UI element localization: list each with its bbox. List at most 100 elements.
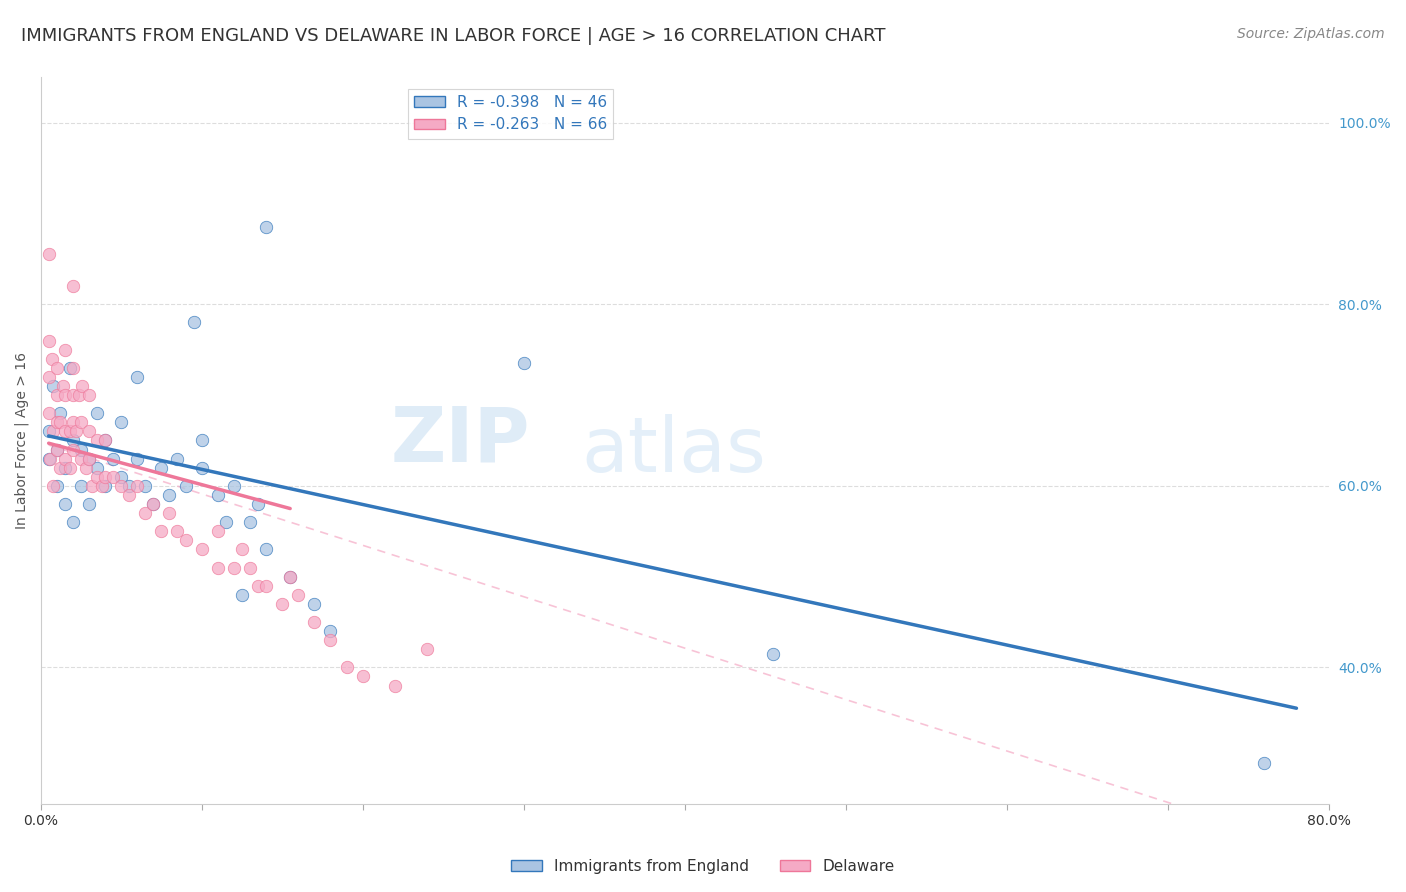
Point	[39, 451, 62, 466]
Point	[72, 379, 94, 393]
Point	[254, 220, 277, 235]
Point	[278, 569, 301, 583]
Point	[53, 343, 76, 357]
Point	[70, 451, 93, 466]
Y-axis label: In Labor Force | Age > 16: In Labor Force | Age > 16	[15, 352, 30, 529]
Point	[45, 442, 67, 457]
Point	[70, 479, 93, 493]
Point	[134, 506, 156, 520]
Point	[38, 425, 60, 439]
Point	[231, 542, 253, 557]
Point	[110, 479, 132, 493]
Point	[190, 434, 212, 448]
Point	[254, 542, 277, 557]
Text: Source: ZipAtlas.com: Source: ZipAtlas.com	[1237, 27, 1385, 41]
Point	[254, 579, 277, 593]
Point	[101, 451, 124, 466]
Point	[42, 379, 65, 393]
Legend: Immigrants from England, Delaware: Immigrants from England, Delaware	[505, 853, 901, 880]
Point	[207, 524, 229, 539]
Point	[150, 524, 173, 539]
Point	[65, 425, 87, 439]
Point	[183, 316, 205, 330]
Point	[53, 497, 76, 511]
Point	[157, 488, 180, 502]
Point	[246, 497, 269, 511]
Point	[77, 451, 100, 466]
Point	[304, 615, 326, 629]
Point	[62, 360, 84, 375]
Point	[62, 434, 84, 448]
Point	[49, 415, 72, 429]
Point	[150, 460, 173, 475]
Point	[45, 388, 67, 402]
Point	[157, 506, 180, 520]
Point	[134, 479, 156, 493]
Point	[239, 560, 262, 574]
Point	[384, 679, 406, 693]
Point	[94, 434, 117, 448]
Point	[62, 442, 84, 457]
Point	[110, 415, 132, 429]
Point	[58, 360, 80, 375]
Point	[127, 370, 149, 384]
Point	[38, 406, 60, 420]
Point	[53, 460, 76, 475]
Point	[166, 451, 188, 466]
Point	[94, 470, 117, 484]
Point	[278, 569, 301, 583]
Point	[271, 597, 294, 611]
Point	[41, 351, 63, 366]
Point	[127, 479, 149, 493]
Point	[215, 515, 238, 529]
Text: IMMIGRANTS FROM ENGLAND VS DELAWARE IN LABOR FORCE | AGE > 16 CORRELATION CHART: IMMIGRANTS FROM ENGLAND VS DELAWARE IN L…	[21, 27, 886, 45]
Point	[62, 388, 84, 402]
Point	[53, 388, 76, 402]
Point	[142, 497, 165, 511]
Text: atlas: atlas	[582, 415, 766, 489]
Point	[118, 488, 141, 502]
Point	[67, 388, 90, 402]
Point	[94, 479, 117, 493]
Point	[110, 470, 132, 484]
Point	[352, 669, 374, 683]
Point	[70, 415, 93, 429]
Point	[207, 488, 229, 502]
Point	[45, 360, 67, 375]
Point	[1253, 756, 1275, 770]
Point	[62, 279, 84, 293]
Point	[190, 542, 212, 557]
Point	[75, 460, 97, 475]
Point	[53, 425, 76, 439]
Point	[90, 479, 112, 493]
Point	[45, 415, 67, 429]
Point	[70, 442, 93, 457]
Point	[38, 334, 60, 348]
Point	[45, 442, 67, 457]
Point	[77, 425, 100, 439]
Point	[101, 470, 124, 484]
Point	[38, 451, 60, 466]
Point	[319, 633, 342, 648]
Point	[58, 425, 80, 439]
Point	[82, 479, 104, 493]
Point	[77, 497, 100, 511]
Point	[62, 415, 84, 429]
Point	[94, 434, 117, 448]
Point	[77, 388, 100, 402]
Point	[38, 247, 60, 261]
Legend: R = -0.398   N = 46, R = -0.263   N = 66: R = -0.398 N = 46, R = -0.263 N = 66	[408, 88, 613, 138]
Point	[77, 451, 100, 466]
Point	[335, 660, 357, 674]
Point	[166, 524, 188, 539]
Point	[86, 470, 108, 484]
Point	[246, 579, 269, 593]
Point	[86, 406, 108, 420]
Point	[38, 370, 60, 384]
Text: ZIP: ZIP	[391, 403, 530, 477]
Point	[319, 624, 342, 638]
Point	[45, 479, 67, 493]
Point	[142, 497, 165, 511]
Point	[416, 642, 439, 657]
Point	[239, 515, 262, 529]
